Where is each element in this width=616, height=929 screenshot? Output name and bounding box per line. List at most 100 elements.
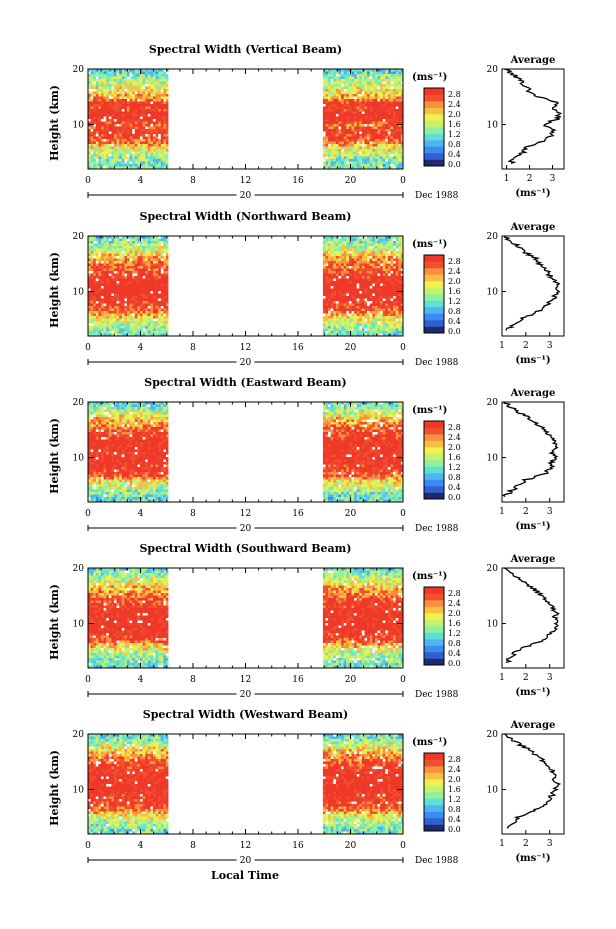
heatmap-cell [372,238,376,242]
heatmap-cell [385,86,389,90]
heatmap-cell [134,263,138,267]
heatmap-cell [372,89,376,92]
heatmap-cell [114,293,117,297]
heatmap-cell [101,106,104,110]
heatmap-cell [103,161,107,165]
heatmap-cell [385,134,389,137]
heatmap-cell [346,306,350,309]
heatmap-cell [346,86,350,90]
heatmap-cell [155,238,159,242]
heatmap-cell [398,76,402,80]
heatmap-cell [361,141,365,145]
heatmap-cell [155,141,159,145]
heatmap-cell [147,318,151,322]
heatmap-cell [322,144,326,147]
heatmap-cell [155,316,159,319]
heatmap-cell [114,311,117,314]
heatmap-cell [380,308,383,312]
heatmap-cell [367,149,370,152]
heatmap-cell [101,149,104,152]
heatmap-cell [377,251,381,254]
heatmap-cell [158,81,162,85]
heatmap-cell [108,326,112,329]
heatmap-cell [393,318,396,322]
heatmap-cell [377,69,381,72]
heatmap-cell [129,276,133,279]
heatmap-cell [385,293,389,297]
heatmap-cell [119,96,123,100]
heatmap-cell [90,323,94,327]
heatmap-cell [155,263,159,267]
heatmap-cell [333,326,337,329]
heatmap-cell [374,76,378,80]
heatmap-cell [142,114,146,117]
heatmap-cell [367,313,370,317]
heatmap-cell [382,124,386,127]
heatmap-cell [387,238,391,242]
heatmap-cell [155,253,159,257]
heatmap-cell [163,104,167,107]
heatmap-cell [142,286,146,289]
heatmap-cell [155,286,159,289]
heatmap-cell [364,298,368,302]
heatmap-cell [351,291,355,294]
heatmap-cell [108,318,112,322]
heatmap-cell [380,124,383,127]
heatmap-cell [119,84,123,87]
heatmap-cell [95,151,99,155]
heatmap-cell [398,281,402,284]
heatmap-cell [390,276,394,279]
heatmap-cell [400,116,404,120]
heatmap-cell [121,303,125,307]
heatmap-cell [372,286,376,289]
heatmap-cell [359,141,363,145]
heatmap-cell [400,161,404,165]
heatmap-cell [333,121,337,125]
heatmap-cell [328,96,331,100]
heatmap-cell [166,286,169,289]
heatmap-cell [351,134,355,137]
heatmap-cell [328,164,331,167]
heatmap-cell [160,119,164,122]
heatmap-cell [101,121,104,125]
heatmap-cell [330,266,334,269]
heatmap-cell [369,111,373,115]
heatmap-cell [343,131,347,135]
heatmap-cell [124,126,128,130]
heatmap-cell [129,278,133,282]
heatmap-cell [101,281,104,284]
heatmap-cell [387,236,391,239]
heatmap-cell [142,109,146,112]
heatmap-cell [374,263,378,267]
heatmap-cell [116,291,120,294]
heatmap-cell [119,303,123,307]
heatmap-cell [393,251,396,254]
heatmap-cell [328,159,331,162]
heatmap-cell [88,126,91,130]
heatmap-cell [343,318,347,322]
heatmap-cell [367,129,370,132]
heatmap-cell [98,301,102,304]
heatmap-cell [351,328,355,332]
heatmap-cell [367,293,370,297]
heatmap-cell [145,96,149,100]
heatmap-cell [158,91,162,95]
heatmap-cell [88,313,91,317]
heatmap-cell [106,293,110,297]
heatmap-cell [153,246,156,249]
heatmap-cell [150,331,154,334]
heatmap-cell [155,248,159,252]
heatmap-cell [382,126,386,130]
heatmap-cell [132,131,136,135]
heatmap-cell [119,276,123,279]
heatmap-cell [111,129,115,132]
heatmap-cell [351,146,355,150]
heatmap-cell [95,104,99,107]
heatmap-cell [160,266,164,269]
heatmap-cell [390,298,394,302]
heatmap-cell [354,141,357,145]
heatmap-cell [356,323,360,327]
heatmap-cell [163,286,167,289]
heatmap-cell [111,151,115,155]
heatmap-cell [359,296,363,299]
